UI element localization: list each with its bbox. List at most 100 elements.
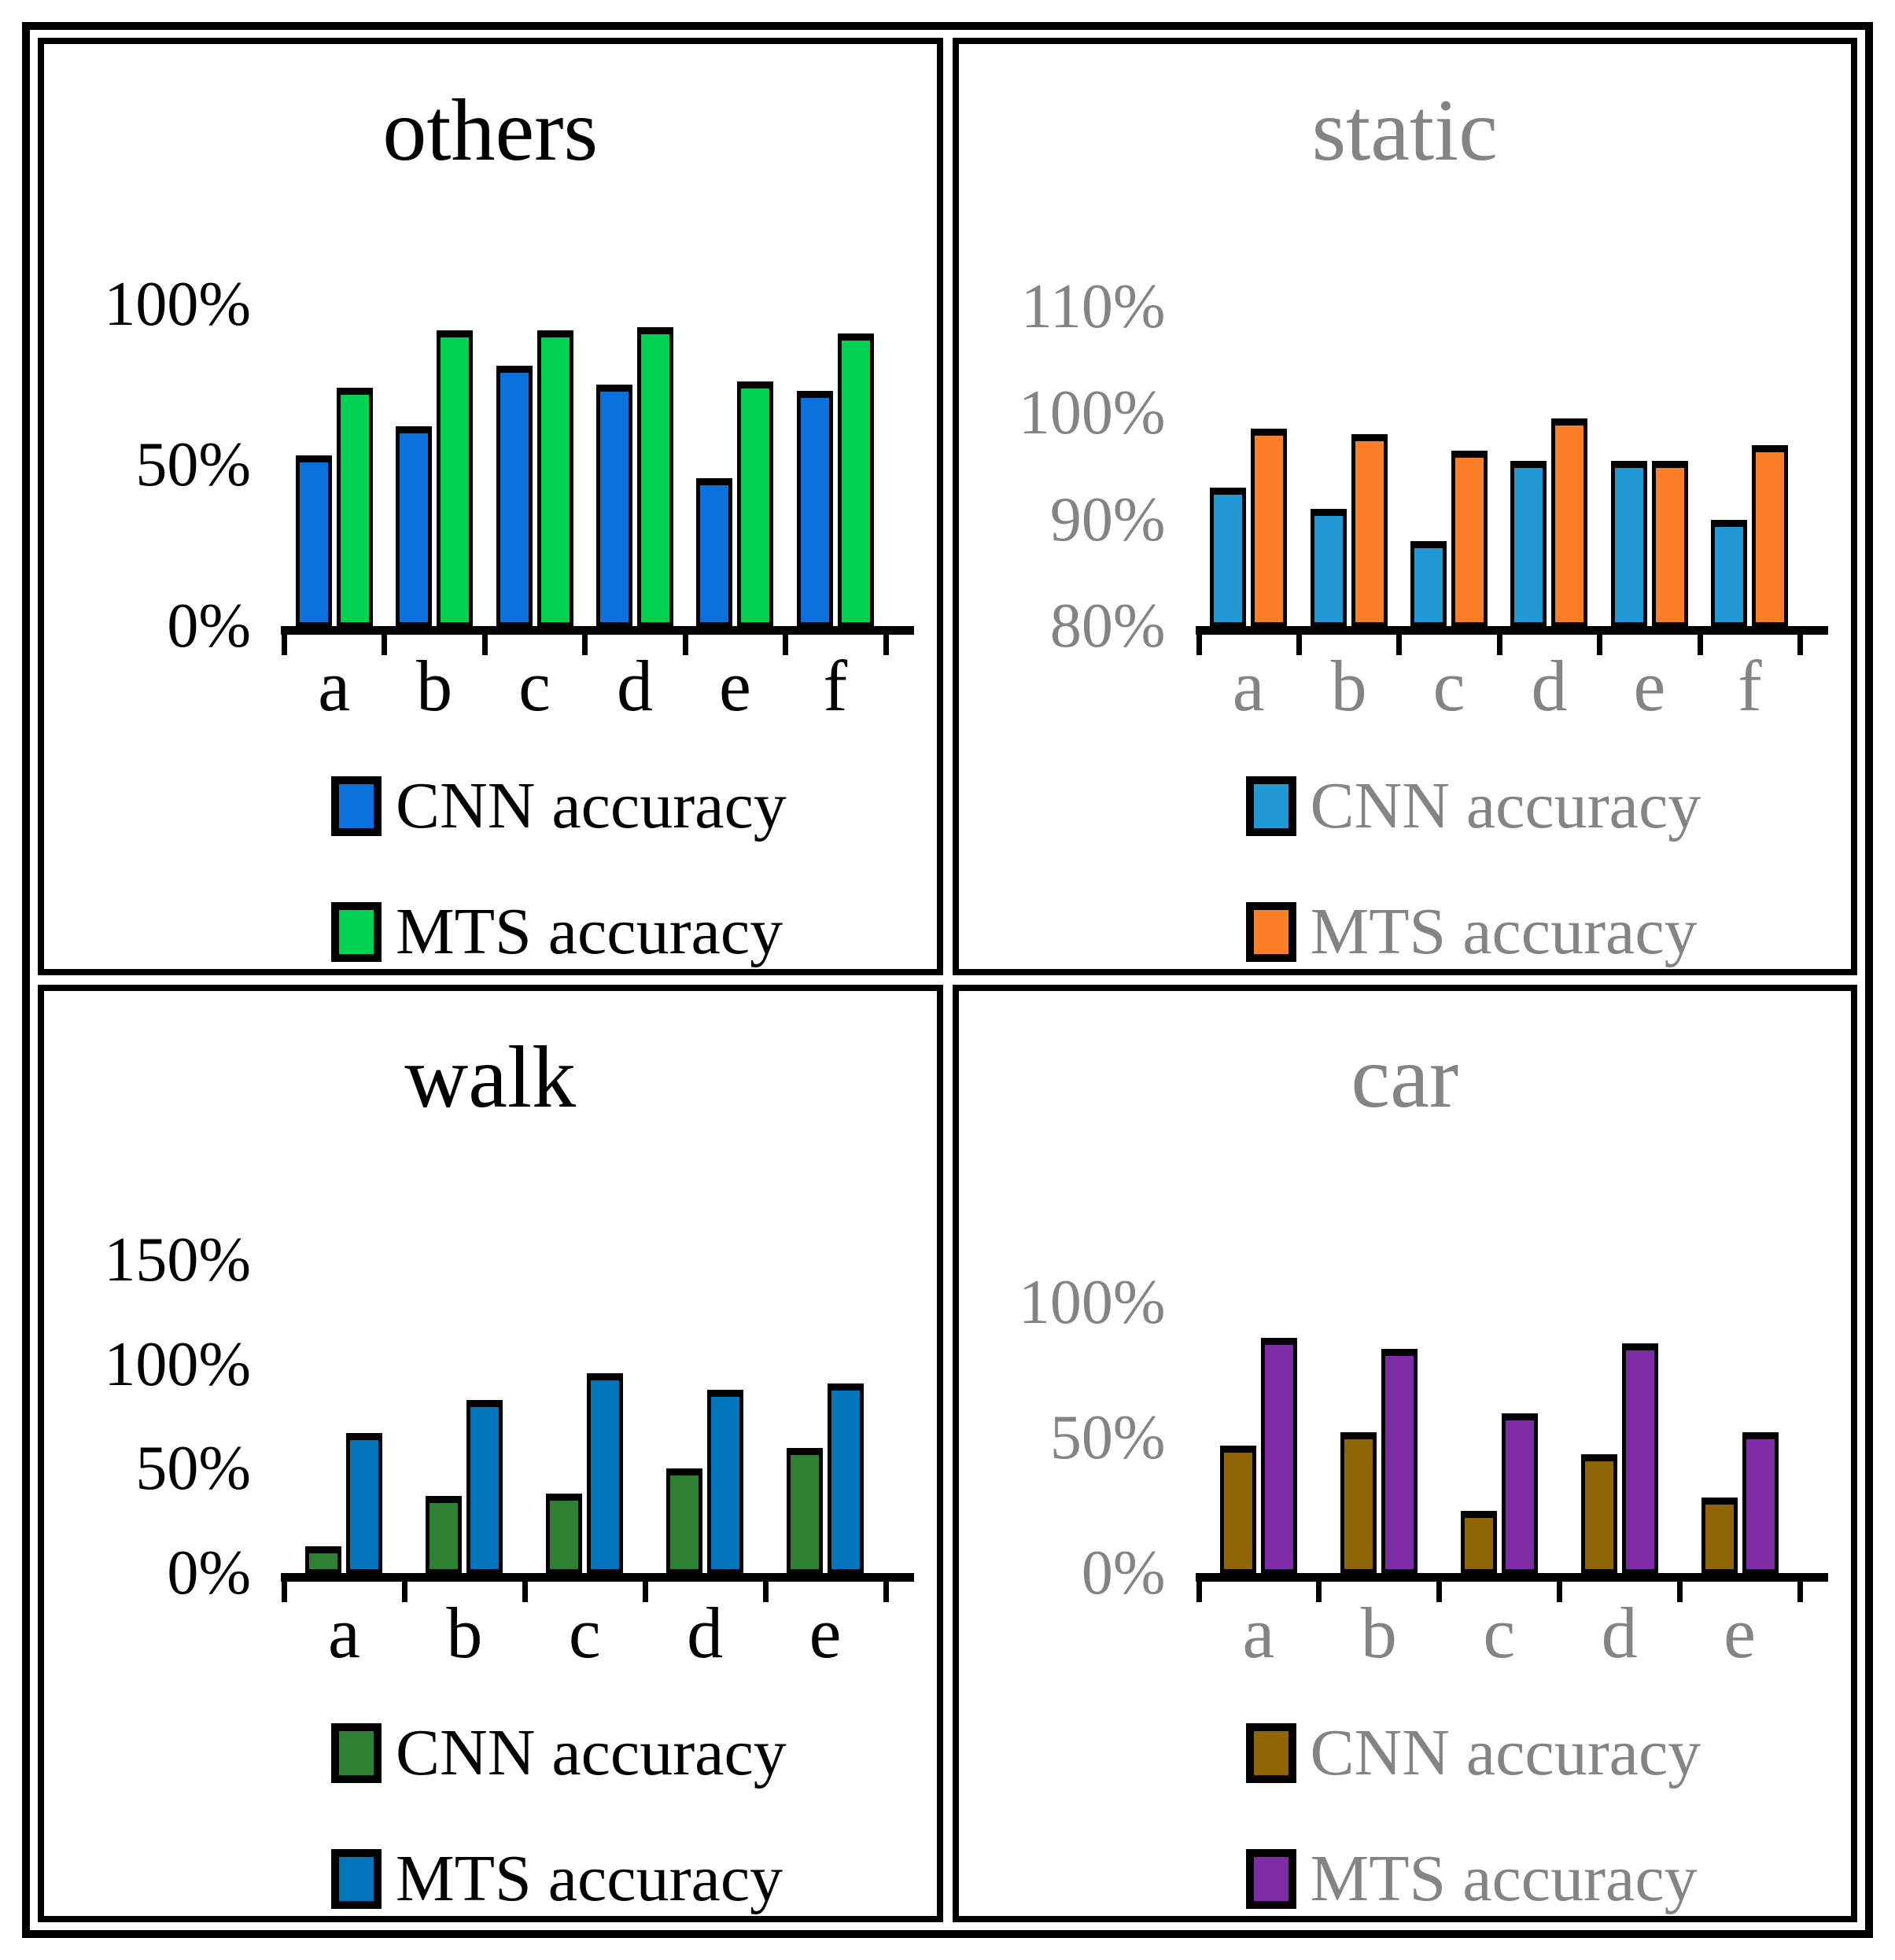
legend-label: CNN accuracy [1310,769,1701,842]
x-axis-tick [1436,1582,1443,1602]
legend-item-mts: MTS accuracy [1245,886,1852,969]
legend-item-cnn: CNN accuracy [331,1707,937,1800]
plot-area-others: 100% 50% 0% [44,201,937,658]
bar-cnn-a [1210,487,1247,626]
bar-cnn-c [1410,540,1447,626]
y-axis-label: 80% [1049,591,1166,661]
bar-cnn-f [796,391,833,626]
bar-cnn-c [496,365,533,626]
x-axis-labels-walk: a b c d e [284,1593,886,1680]
chart-title-walk: walk [404,1029,577,1126]
legend-label: MTS accuracy [1310,1842,1698,1915]
legend-car: CNN accuracy MTS accuracy [1245,1707,1852,1916]
x-axis-tick [522,1582,528,1602]
bar-cnn-f [1711,519,1748,626]
x-axis-tick [401,1582,407,1602]
x-axis-tick [682,635,688,655]
x-axis-label: c [1483,1593,1516,1673]
bar-mts-c [1501,1413,1538,1573]
x-axis-tick [1396,635,1403,655]
y-axis-label: 50% [135,1434,251,1504]
y-axis-label: 100% [104,269,251,339]
bar-cnn-b [426,1495,463,1573]
bar-mts-d [707,1389,744,1573]
legend-swatch-cnn [331,1723,382,1783]
bar-mts-c [1451,450,1488,626]
x-axis-tick [1597,635,1603,655]
x-axis-line [1195,1573,1828,1582]
x-axis-label: e [1724,1593,1756,1673]
bar-mts-a [1260,1337,1297,1573]
bar-mts-f [1752,444,1789,626]
legend-item-mts: MTS accuracy [331,1833,937,1916]
legend-item-cnn: CNN accuracy [1245,1707,1852,1800]
y-axis-label: 50% [135,430,251,500]
plot-box [1195,1265,1828,1602]
legend-item-mts: MTS accuracy [1245,1833,1852,1916]
x-axis-label: b [1330,646,1367,726]
legend-swatch-cnn [1245,776,1296,836]
chart-title-car: car [1351,1029,1459,1126]
bar-cnn-c [1460,1510,1497,1573]
x-axis-label: d [1601,1593,1638,1673]
y-axis-label: 100% [1018,378,1166,448]
x-axis-tick [1697,635,1703,655]
y-axis: 100% 50% 0% [44,269,268,658]
x-axis-line [1195,626,1828,635]
x-axis-tick [1316,1582,1322,1602]
x-axis-label: a [1242,1593,1275,1673]
legend-item-cnn: CNN accuracy [1245,760,1852,853]
bar-cnn-d [595,385,632,626]
y-axis: 150% 100% 50% 0% [44,1225,268,1604]
bar-cnn-e [787,1447,824,1573]
y-axis-label: 110% [1020,271,1166,341]
bar-mts-b [437,330,474,626]
legend-swatch-mts [331,902,382,962]
x-axis-tick [1296,635,1302,655]
bar-mts-b [1351,434,1388,626]
y-axis-label: 0% [167,1538,251,1608]
x-axis-label: d [687,1593,724,1673]
bar-mts-e [828,1383,865,1573]
x-axis-label: e [718,646,751,726]
bar-mts-e [1742,1432,1779,1573]
x-axis-tick [1496,635,1502,655]
bar-mts-c [536,330,573,626]
x-axis-tick [1196,1582,1202,1602]
bar-mts-e [1651,461,1688,626]
x-axis-label: b [1360,1593,1397,1673]
x-axis-line [281,1573,914,1582]
bar-cnn-d [666,1468,703,1573]
legend-item-cnn: CNN accuracy [331,760,937,853]
bar-cnn-e [1610,461,1647,626]
legend-swatch-mts [1245,902,1296,962]
legend-swatch-cnn [1245,1723,1296,1783]
x-axis-label: b [416,646,453,726]
bar-mts-d [1551,418,1588,626]
chart-title-static: static [1311,82,1498,179]
bar-mts-b [466,1400,503,1573]
x-axis-label: a [1232,646,1265,726]
plot-box [1195,274,1828,655]
x-axis-tick [783,635,789,655]
legend-label: MTS accuracy [1310,895,1698,968]
x-axis-label: f [1738,646,1762,726]
plot-box [281,272,914,655]
x-axis-tick [481,635,488,655]
plot-area-static: 110% 100% 90% 80% [959,201,1852,658]
x-axis-line [281,626,914,635]
bar-cnn-e [696,477,733,626]
legend-static: CNN accuracy MTS accuracy [1245,760,1852,969]
bar-cnn-d [1580,1453,1617,1573]
panel-walk: walk 150% 100% 50% 0% a b c d e CNN accuracy MTS… [38,985,943,1922]
bar-mts-c [587,1372,624,1573]
legend-swatch-cnn [331,776,382,836]
plot-area-car: 100% 50% 0% [959,1148,1852,1604]
x-axis-label: c [568,1593,601,1673]
bar-mts-e [737,381,774,626]
y-axis-label: 150% [104,1225,251,1295]
bar-cnn-b [1340,1432,1377,1573]
